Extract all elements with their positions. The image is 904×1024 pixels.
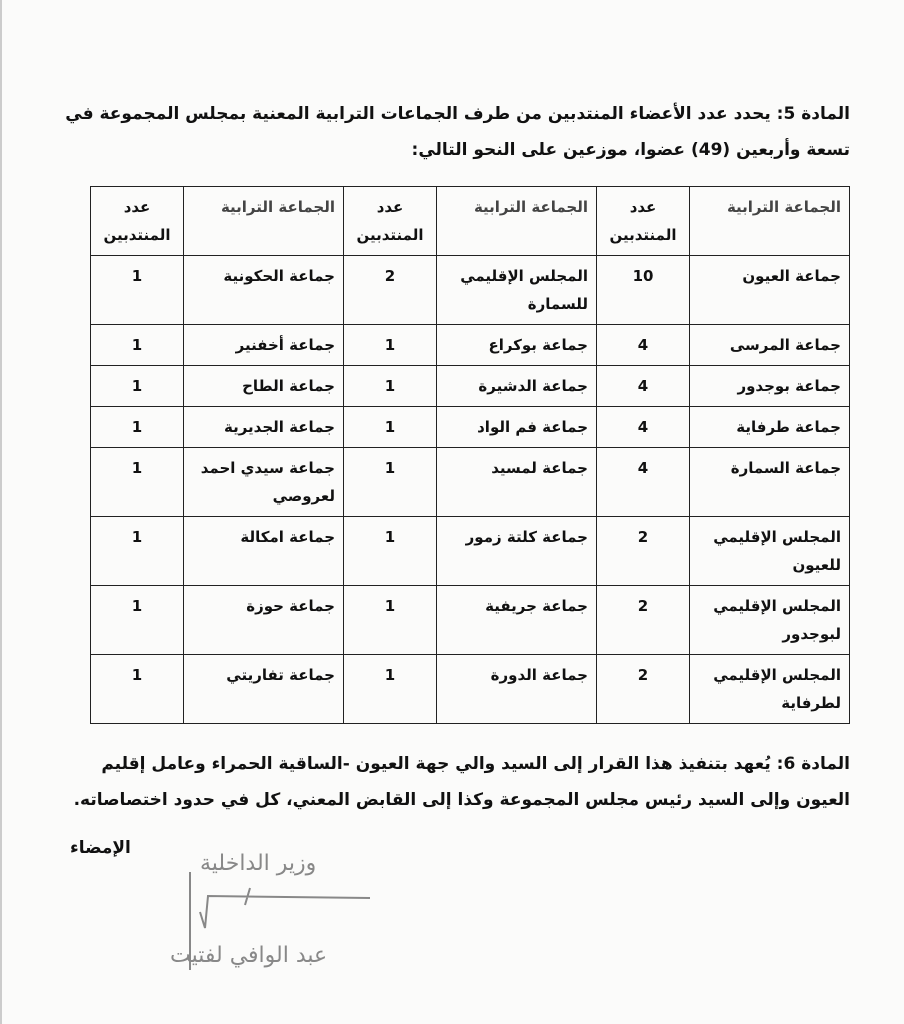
territorial-unit-cell: المجلس الإقليمي للعيون (689, 516, 850, 586)
delegate-count-cell: 2 (596, 516, 690, 586)
territorial-unit-cell: جماعة أخفنير (183, 324, 344, 366)
territorial-unit-cell: جماعة الدورة (436, 654, 597, 724)
signature-name: عبد الوافي لفتيت (170, 943, 328, 968)
delegate-count-cell: 1 (343, 516, 437, 586)
delegate-count-cell: 2 (596, 585, 690, 655)
territorial-unit-cell: جماعة الجديرية (183, 406, 344, 448)
table-row: جماعة بوجدور 4 جماعة الدشيرة 1 جماعة الطاح 1 (90, 365, 850, 407)
article-6-paragraph: المادة 6: يُعهد بتنفيذ هذا القرار إلى ال… (73, 754, 850, 810)
territorial-unit-cell: جماعة كلتة زمور (436, 516, 597, 586)
territorial-unit-cell: جماعة لمسيد (436, 447, 597, 517)
delegate-count-cell: 1 (90, 585, 184, 655)
header-delegate-count: عدد المنتدبين (343, 186, 437, 256)
delegate-count-cell: 1 (343, 406, 437, 448)
territorial-unit-cell: جماعة بوكراع (436, 324, 597, 366)
territorial-unit-cell: جماعة جريفية (436, 585, 597, 655)
territorial-unit-cell: جماعة المرسى (689, 324, 850, 366)
territorial-unit-cell: جماعة سيدي احمد لعروصي (183, 447, 344, 517)
table-row: المجلس الإقليمي لبوجدور 2 جماعة جريفية 1 جما… (90, 585, 850, 655)
territorial-unit-cell: المجلس الإقليمي للسمارة (436, 255, 597, 325)
delegate-count-cell: 1 (343, 365, 437, 407)
table-row: جماعة المرسى 4 جماعة بوكراع 1 جماعة أخفنير 1 (90, 324, 850, 366)
table-row: جماعة السمارة 4 جماعة لمسيد 1 جماعة سيدي احم… (90, 447, 850, 517)
territorial-unit-cell: جماعة الدشيرة (436, 365, 597, 407)
territorial-unit-cell: جماعة السمارة (689, 447, 850, 517)
delegate-count-cell: 1 (90, 255, 184, 325)
table-row: جماعة العيون 10 المجلس الإقليمي للسمارة 2 جم… (90, 255, 850, 325)
table-row: المجلس الإقليمي للعيون 2 جماعة كلتة زمور 1 ج… (90, 516, 850, 586)
delegate-count-cell: 4 (596, 324, 690, 366)
delegate-count-cell: 1 (90, 654, 184, 724)
delegates-table: الجماعة الترابية عدد المنتدبين الجماعة ا… (90, 186, 850, 724)
delegate-count-cell: 1 (90, 324, 184, 366)
delegate-count-cell: 1 (343, 447, 437, 517)
territorial-unit-cell: جماعة امكالة (183, 516, 344, 586)
delegate-count-cell: 4 (596, 365, 690, 407)
territorial-unit-cell: جماعة طرفاية (689, 406, 850, 448)
header-delegate-count: عدد المنتدبين (596, 186, 690, 256)
header-territorial-unit: الجماعة الترابية (436, 186, 597, 256)
delegate-count-cell: 10 (596, 255, 690, 325)
signature-stamp: وزير الداخلية عبد الوافي لفتيت (160, 850, 460, 980)
signature-stroke-icon (189, 872, 371, 970)
table-row: المجلس الإقليمي لطرفاية 2 جماعة الدورة 1 جما… (90, 654, 850, 724)
territorial-unit-cell: المجلس الإقليمي لطرفاية (689, 654, 850, 724)
territorial-unit-cell: جماعة تفاريتي (183, 654, 344, 724)
delegate-count-cell: 1 (343, 654, 437, 724)
article-5-paragraph: المادة 5: يحدد عدد الأعضاء المنتدبين من … (65, 104, 850, 160)
signature-title: وزير الداخلية (200, 851, 317, 876)
delegate-count-cell: 4 (596, 406, 690, 448)
territorial-unit-cell: جماعة العيون (689, 255, 850, 325)
delegate-count-cell: 1 (90, 516, 184, 586)
territorial-unit-cell: جماعة الطاح (183, 365, 344, 407)
territorial-unit-cell: جماعة حوزة (183, 585, 344, 655)
territorial-unit-cell: جماعة الحكونية (183, 255, 344, 325)
delegate-count-cell: 2 (596, 654, 690, 724)
delegate-count-cell: 1 (90, 365, 184, 407)
territorial-unit-cell: المجلس الإقليمي لبوجدور (689, 585, 850, 655)
delegate-count-cell: 4 (596, 447, 690, 517)
header-territorial-unit: الجماعة الترابية (183, 186, 344, 256)
delegate-count-cell: 1 (343, 324, 437, 366)
page-edge (0, 0, 2, 1024)
territorial-unit-cell: جماعة بوجدور (689, 365, 850, 407)
territorial-unit-cell: جماعة فم الواد (436, 406, 597, 448)
signature-label: الإمضاء (70, 838, 131, 858)
delegate-count-cell: 1 (90, 406, 184, 448)
delegate-count-cell: 2 (343, 255, 437, 325)
table-header-row: الجماعة الترابية عدد المنتدبين الجماعة ا… (90, 186, 850, 256)
table-row: جماعة طرفاية 4 جماعة فم الواد 1 جماعة الجدير… (90, 406, 850, 448)
signature-area: الإمضاء وزير الداخلية عبد الوافي لفتيت (60, 836, 850, 986)
header-territorial-unit: الجماعة الترابية (689, 186, 850, 256)
header-delegate-count: عدد المنتدبين (90, 186, 184, 256)
delegate-count-cell: 1 (343, 585, 437, 655)
delegate-count-cell: 1 (90, 447, 184, 517)
